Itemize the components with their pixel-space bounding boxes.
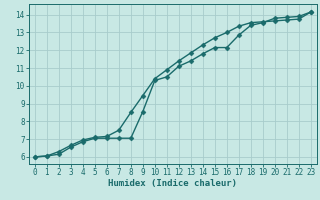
X-axis label: Humidex (Indice chaleur): Humidex (Indice chaleur)	[108, 179, 237, 188]
